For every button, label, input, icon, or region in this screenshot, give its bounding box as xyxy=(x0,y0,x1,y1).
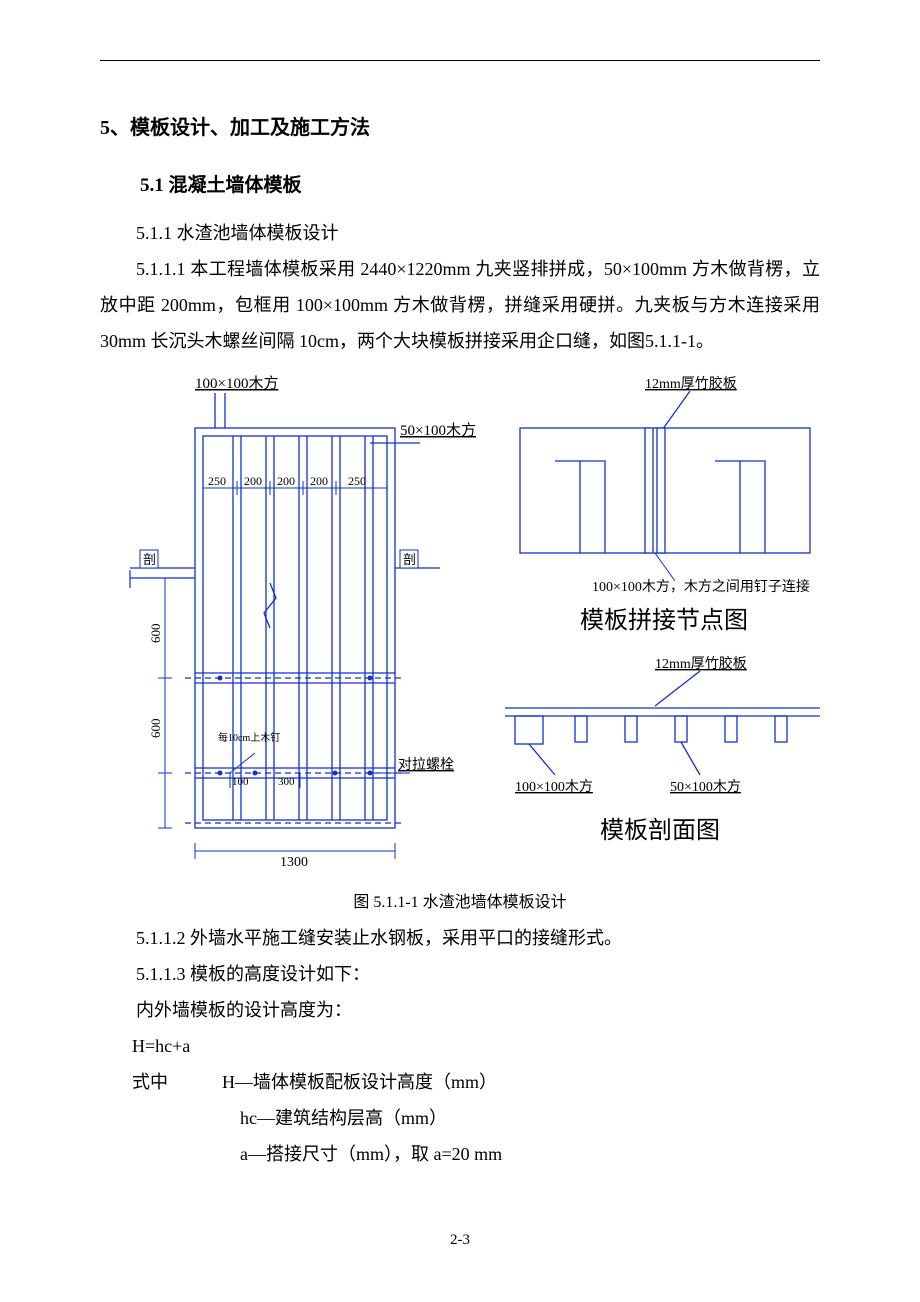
formwork-diagram: 100×100木方 xyxy=(100,373,820,873)
dim-100: 100 xyxy=(232,776,249,788)
formula-H: H=hc+a xyxy=(132,1028,820,1064)
para-5-1-1: 5.1.1 水渣池墙体模板设计 xyxy=(100,215,820,251)
cut-label-left: 剖 xyxy=(143,552,156,567)
where-label: 式中 xyxy=(132,1072,168,1092)
figure-caption: 图 5.1.1-1 水渣池墙体模板设计 xyxy=(100,888,820,912)
formula-where: 式中 H—墙体模板配板设计高度（mm） xyxy=(132,1064,820,1100)
label-bolt: 对拉螺栓 xyxy=(398,757,454,773)
r1-note: 100×100木方，木方之间用钉子连接 xyxy=(592,578,810,595)
note-nails: 每10cm上木钉 xyxy=(218,731,280,744)
r2-b: 50×100木方 xyxy=(670,779,741,795)
r2-label-12mm: 12mm厚竹胶板 xyxy=(655,655,747,672)
dim-200c: 200 xyxy=(310,474,328,488)
para-5-1-1-1: 5.1.1.1 本工程墙体模板采用 2440×1220mm 九夹竖排拼成，50×… xyxy=(100,251,820,359)
dim-200a: 200 xyxy=(244,474,262,488)
where-H: H—墙体模板配板设计高度（mm） xyxy=(222,1072,497,1092)
dim-200b: 200 xyxy=(277,474,295,488)
r2-a: 100×100木方 xyxy=(515,779,593,795)
subsection-heading: 5.1 混凝土墙体模板 xyxy=(140,170,820,197)
r1-title: 模板拼接节点图 xyxy=(580,607,748,634)
cut-label-right: 剖 xyxy=(403,552,416,567)
dim-250b: 250 xyxy=(348,474,366,488)
r1-label-12mm: 12mm厚竹胶板 xyxy=(645,375,737,392)
where-hc: hc—建筑结构层高（mm） xyxy=(240,1100,820,1136)
page-number: 2-3 xyxy=(100,1232,820,1249)
section-heading: 5、模板设计、加工及施工方法 xyxy=(100,111,820,140)
figure-5-1-1-1: 100×100木方 xyxy=(100,373,820,912)
label-50x100: 50×100木方 xyxy=(400,422,476,439)
para-5-1-1-3: 5.1.1.3 模板的高度设计如下： xyxy=(100,956,820,992)
dim-600a: 600 xyxy=(148,624,163,644)
para-design-h: 内外墙模板的设计高度为： xyxy=(100,992,820,1028)
r2-title: 模板剖面图 xyxy=(600,817,720,844)
top-rule xyxy=(100,60,820,61)
dim-1300: 1300 xyxy=(280,855,308,870)
dim-250a: 250 xyxy=(208,474,226,488)
para-5-1-1-2: 5.1.1.2 外墙水平施工缝安装止水钢板，采用平口的接缝形式。 xyxy=(100,920,820,956)
label-100x100: 100×100木方 xyxy=(195,375,278,392)
dim-600b: 600 xyxy=(148,719,163,739)
where-a: a—搭接尺寸（mm），取 a=20 mm xyxy=(240,1136,820,1172)
dim-300: 300 xyxy=(278,776,295,788)
